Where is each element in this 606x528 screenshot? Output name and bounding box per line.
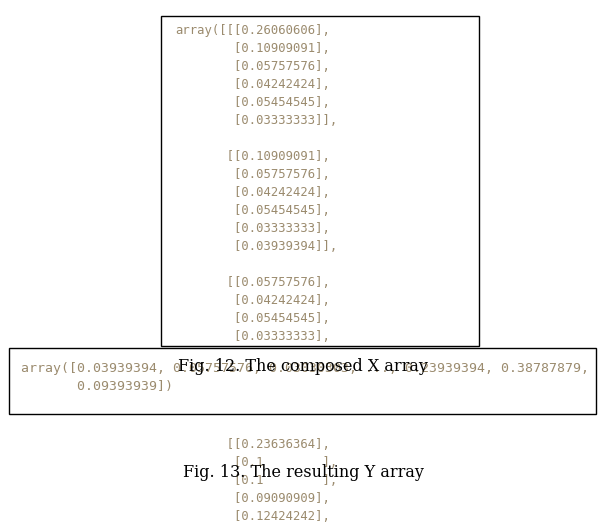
Text: array([[[0.26060606],
        [0.10909091],
        [0.05757576],
        [0.042: array([[[0.26060606], [0.10909091], [0.0… [175, 24, 345, 528]
FancyBboxPatch shape [9, 348, 596, 414]
Text: Fig. 13. The resulting Y array: Fig. 13. The resulting Y array [182, 464, 424, 481]
Text: Fig. 12. The composed X array: Fig. 12. The composed X array [178, 359, 428, 375]
FancyBboxPatch shape [161, 16, 479, 346]
Text: array([0.03939394, 0.05757576, 0.03030303, ..., 0.23939394, 0.38787879,
       0: array([0.03939394, 0.05757576, 0.0303030… [21, 362, 589, 393]
